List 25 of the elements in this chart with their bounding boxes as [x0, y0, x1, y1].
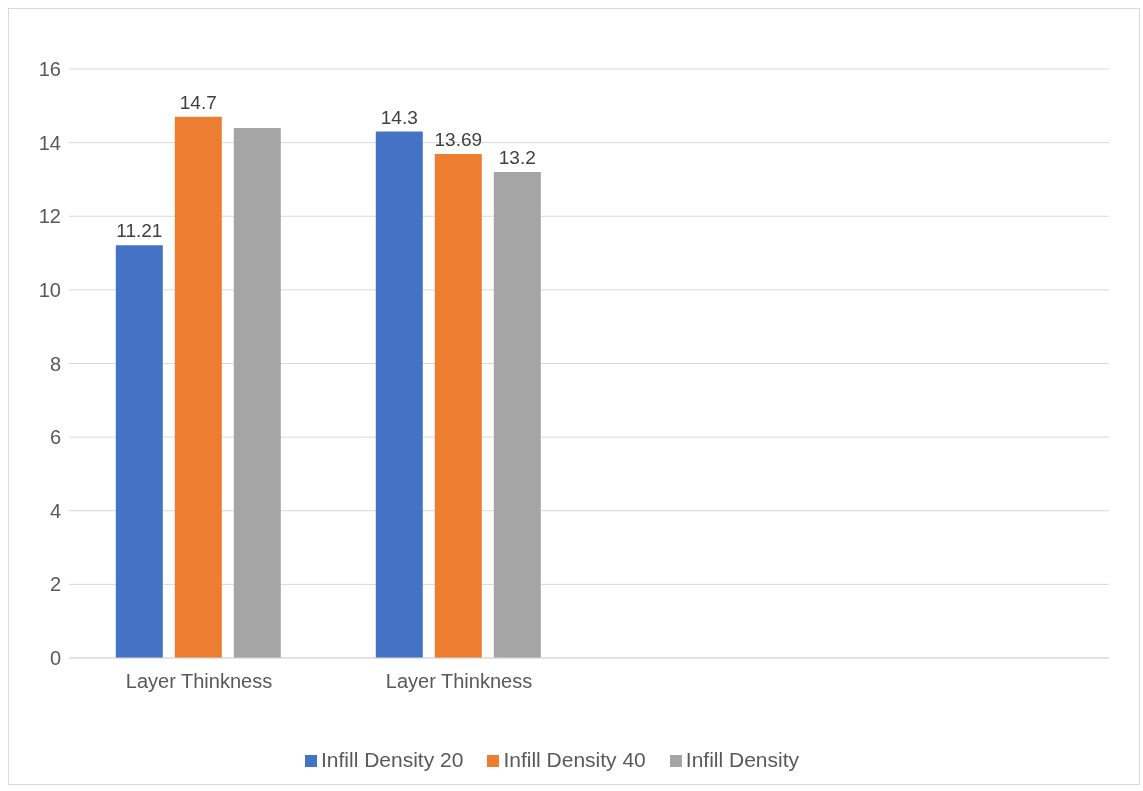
y-tick-label: 10: [38, 278, 61, 301]
y-tick-label: 2: [49, 573, 61, 596]
y-tick-label: 16: [38, 58, 61, 81]
y-tick-label: 0: [49, 647, 61, 670]
legend-label: Infill Density 20: [320, 748, 464, 771]
y-tick-label: 12: [38, 205, 61, 228]
data-label: 13.2: [498, 147, 536, 169]
y-tick-label: 4: [49, 499, 61, 522]
legend-label: Infill Density: [685, 748, 799, 771]
bar: [375, 131, 423, 658]
data-label: 14.7: [179, 91, 217, 113]
y-tick-label: 8: [49, 352, 61, 375]
bar: [493, 172, 541, 658]
bar: [115, 245, 163, 658]
x-tick-label: Layer Thinkness: [385, 670, 533, 693]
data-label: 14.3: [380, 106, 418, 128]
bar: [233, 127, 281, 658]
bar: [174, 116, 222, 658]
y-tick-label: 14: [38, 131, 61, 154]
bar: [434, 154, 482, 658]
x-tick-label: Layer Thinkness: [125, 670, 273, 693]
data-label: 13.69: [434, 129, 483, 151]
y-tick-label: 6: [49, 426, 61, 449]
data-label: 11.21: [116, 220, 163, 242]
legend-label: Infill Density 40: [503, 748, 646, 771]
